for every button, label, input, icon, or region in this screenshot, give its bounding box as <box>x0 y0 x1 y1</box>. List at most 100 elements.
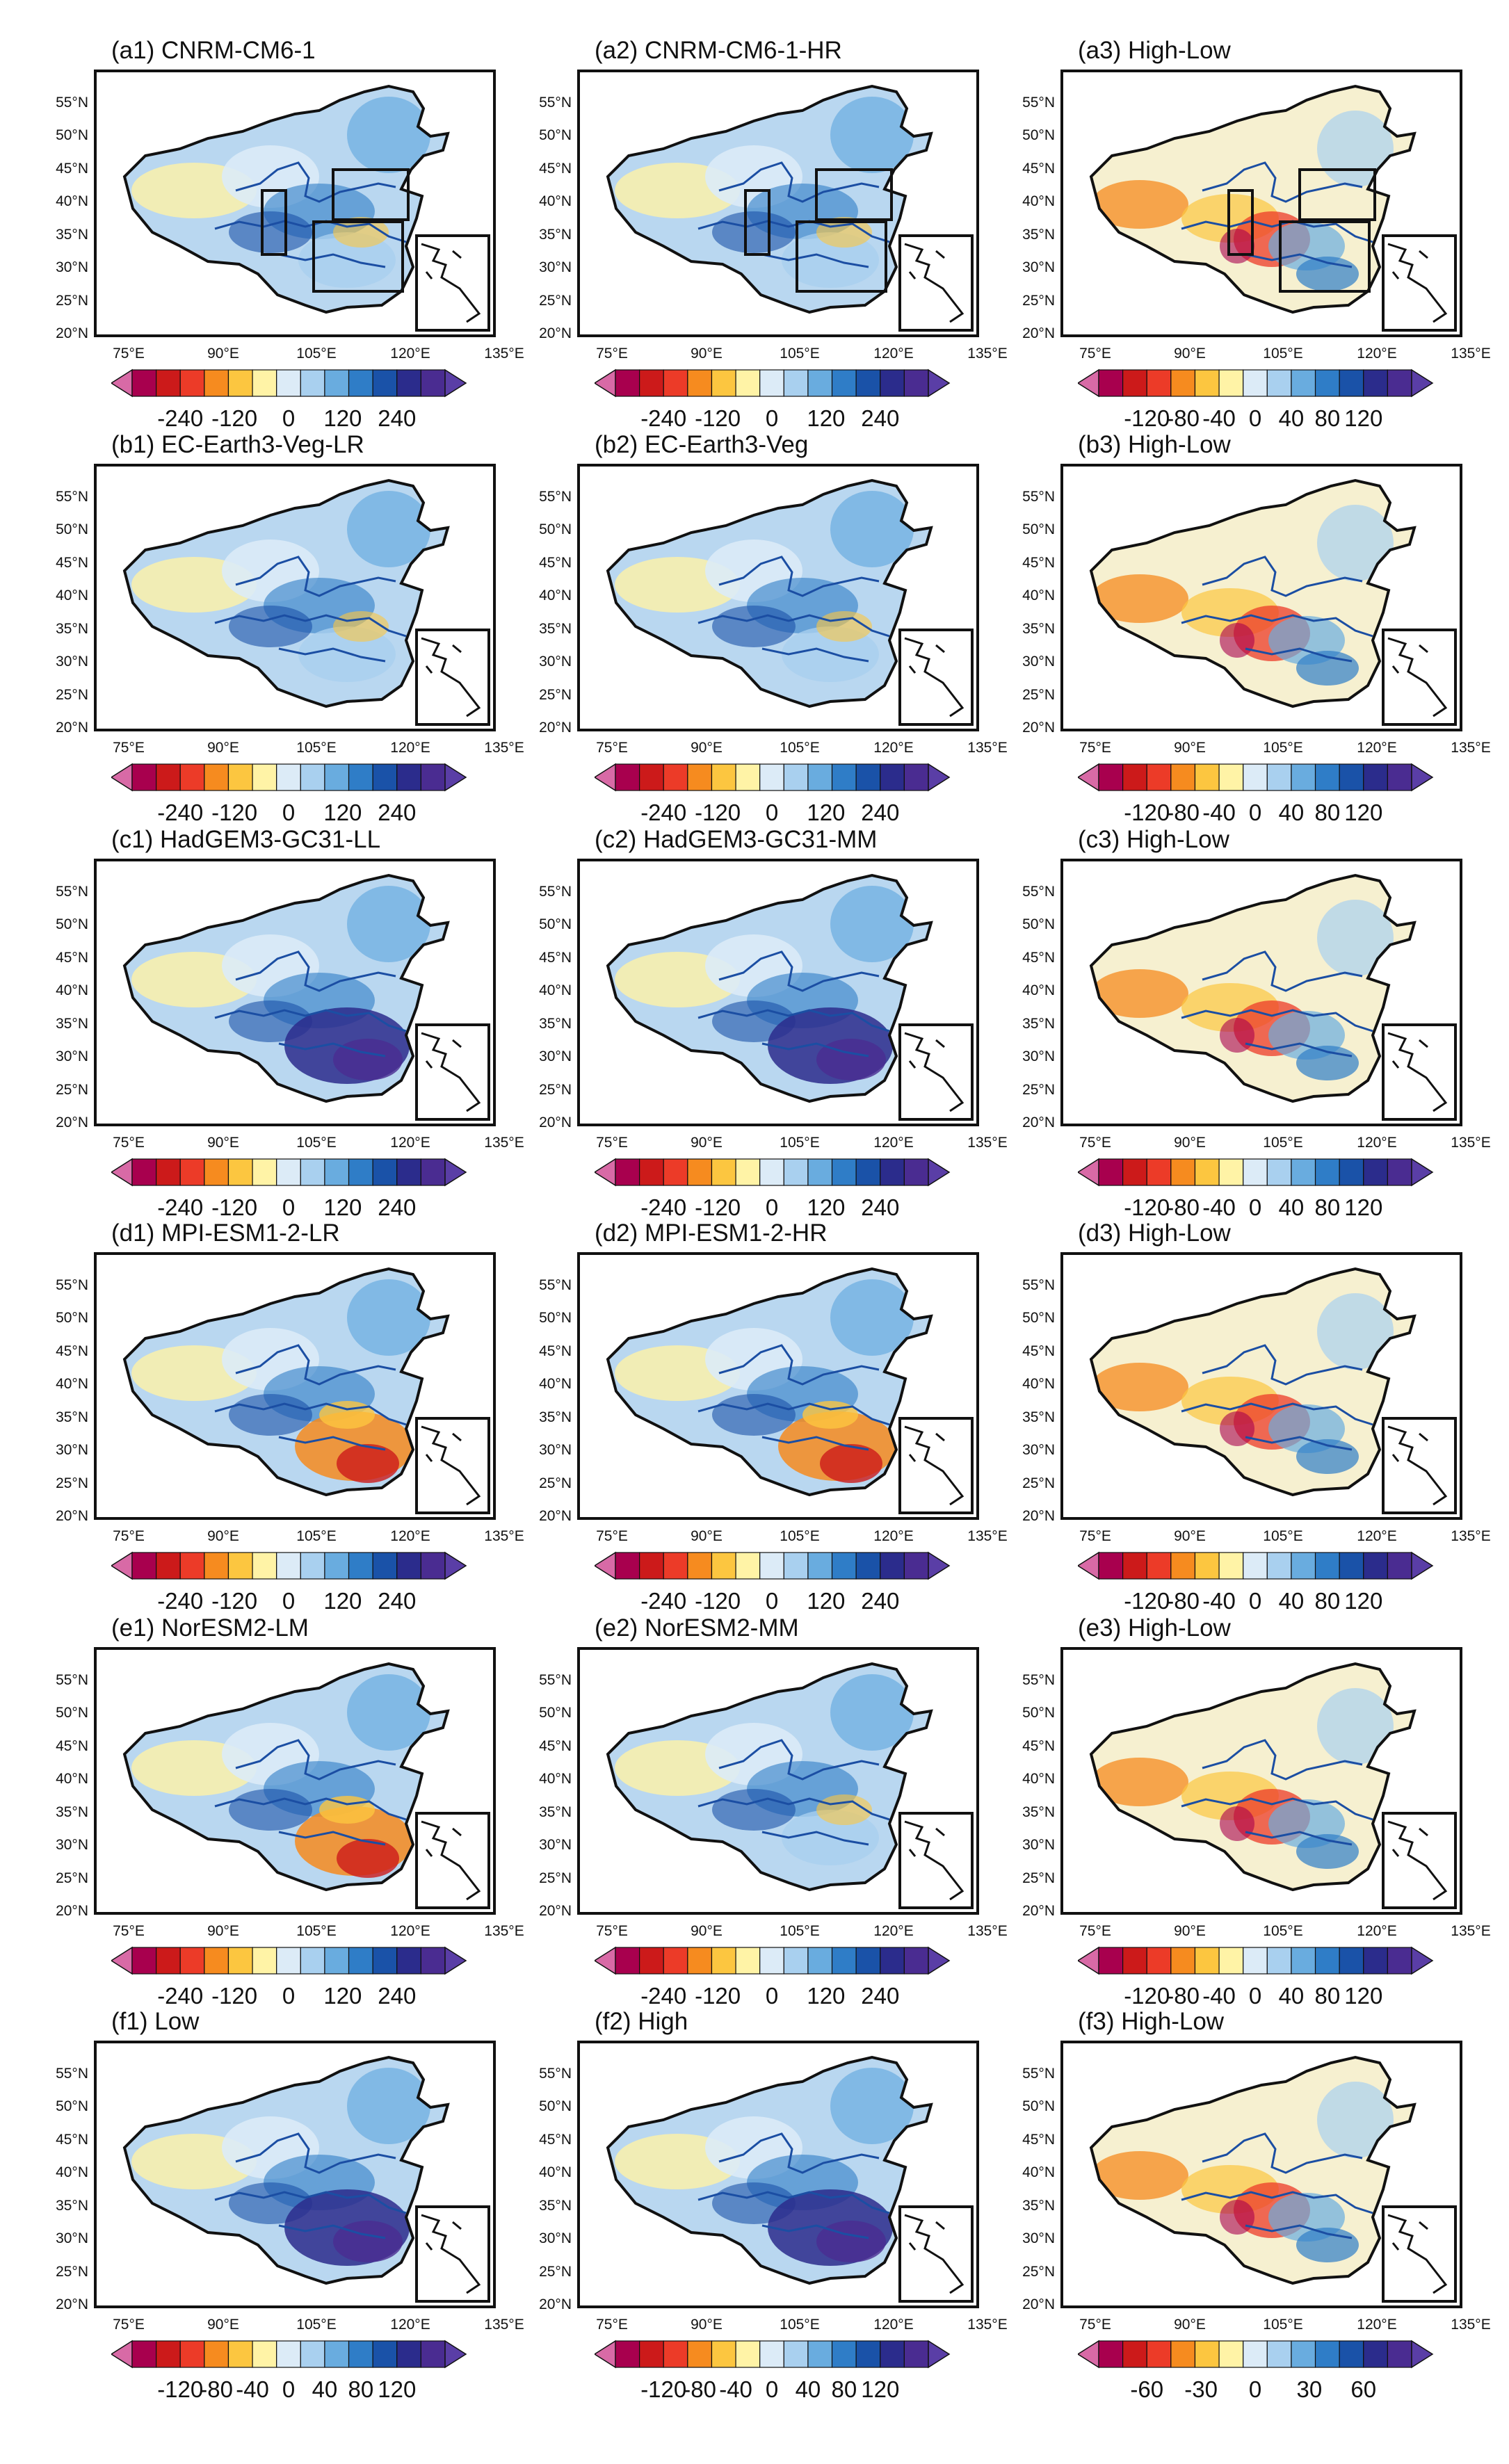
precip-anomaly-patch <box>347 1279 430 1356</box>
precip-anomaly-patch <box>1317 1293 1394 1370</box>
south-china-sea-inset <box>1382 1023 1457 1121</box>
map-frame <box>94 859 496 1126</box>
inset-coastline <box>1387 243 1448 323</box>
map-frame <box>1060 1252 1462 1520</box>
colorbar-upper-arrow <box>928 1946 951 1975</box>
colorbar-segment <box>252 1552 277 1580</box>
colorbar-tick-label: -120 <box>695 1983 741 2009</box>
inset-coastline <box>1387 2214 1448 2294</box>
latitude-tick-label: 55°N <box>1022 884 1055 900</box>
colorbar-tick-label: 240 <box>378 1588 417 1614</box>
latitude-tick-label: 35°N <box>56 621 88 637</box>
precip-anomaly-patch <box>712 606 796 647</box>
colorbar-segment <box>1098 1947 1124 1975</box>
colorbar-segment <box>372 1158 398 1186</box>
inset-coastline <box>421 1425 481 1506</box>
china-boundary <box>122 478 450 708</box>
colorbar-segment <box>324 1158 350 1186</box>
colorbar-segment <box>639 1158 664 1186</box>
latitude-tick-label: 45°N <box>1022 161 1055 177</box>
colorbar <box>1076 2340 1460 2372</box>
latitude-tick-label: 25°N <box>56 1475 88 1491</box>
colorbar <box>593 763 977 795</box>
colorbar <box>110 2340 494 2372</box>
latitude-tick-label: 35°N <box>1022 621 1055 637</box>
yellow-river-line <box>235 1739 396 1781</box>
map-panel: (f2) High 55°N 50°N 45°N 40°N 35°N 30°N 25°N 20°… <box>508 2002 1008 2402</box>
south-china-sea-inset <box>415 234 490 332</box>
latitude-tick-label: 35°N <box>539 2198 572 2214</box>
colorbar-lower-arrow <box>110 1946 133 1975</box>
colorbar-segment <box>300 1947 325 1975</box>
colorbar <box>1076 1946 1460 1979</box>
colorbar-tick-label: 120 <box>323 800 362 825</box>
longitude-tick-label: 75°E <box>596 1135 628 1151</box>
precip-anomaly-patch <box>816 611 872 642</box>
precip-anomaly-patch <box>820 1444 882 1483</box>
latitude-tick-label: 45°N <box>1022 1738 1055 1754</box>
pearl-river-line <box>1245 1831 1353 1846</box>
latitude-tick-label: 25°N <box>539 1870 572 1886</box>
colorbar-segment <box>687 1947 713 1975</box>
latitude-tick-label: 45°N <box>1022 950 1055 966</box>
colorbar-segment <box>324 369 350 397</box>
colorbar-segment <box>131 1158 157 1186</box>
colorbar-segment <box>855 1947 881 1975</box>
colorbar-segment <box>372 369 398 397</box>
colorbar-segment <box>1146 1158 1172 1186</box>
colorbar-segment <box>372 1947 398 1975</box>
colorbar-tick-label: -80 <box>1166 1588 1200 1614</box>
panel-title: (b1) EC-Earth3-Veg-LR <box>111 431 364 458</box>
inset-coastline <box>1387 637 1448 718</box>
colorbar-tick-label: -120 <box>211 405 258 431</box>
latitude-tick-label: 35°N <box>56 227 88 243</box>
south-china-sea-inset <box>898 629 974 726</box>
colorbar-tick-label: 240 <box>861 1194 900 1220</box>
china-map <box>1089 873 1417 1103</box>
colorbar-segment <box>204 763 229 791</box>
colorbar-segment <box>324 2340 350 2368</box>
colorbar-tick-label: 0 <box>1248 405 1262 431</box>
panel-title: (d2) MPI-ESM1-2-HR <box>595 1219 828 1247</box>
colorbar-segment <box>807 2340 833 2368</box>
colorbar-upper-arrow <box>444 1946 467 1975</box>
colorbar-segment <box>300 1158 325 1186</box>
colorbar-segment <box>1314 1158 1340 1186</box>
latitude-tick-label: 55°N <box>1022 95 1055 111</box>
colorbar-segment <box>903 2340 929 2368</box>
longitude-tick-label: 90°E <box>1174 1528 1206 1544</box>
latitude-tick-label: 25°N <box>56 293 88 309</box>
colorbar-lower-arrow <box>1076 763 1099 792</box>
latitude-tick-label: 25°N <box>1022 1082 1055 1098</box>
precip-anomaly-patch <box>816 217 872 248</box>
yangtze-river-line <box>1181 1009 1373 1032</box>
longitude-tick-label: 135°E <box>484 1135 524 1151</box>
colorbar-tick-label: 80 <box>831 2376 857 2402</box>
colorbar <box>110 1551 494 1584</box>
longitude-tick-label: 120°E <box>873 1923 914 1939</box>
yellow-river-line <box>718 1344 880 1386</box>
latitude-tick-label: 25°N <box>539 1475 572 1491</box>
colorbar-segment <box>204 1158 229 1186</box>
latitude-tick-label: 45°N <box>539 1738 572 1754</box>
latitude-tick-label: 25°N <box>56 687 88 703</box>
colorbar-segment <box>735 1552 761 1580</box>
colorbar-segment <box>1170 763 1196 791</box>
south-china-sea-inset <box>415 1417 490 1514</box>
longitude-tick-label: 135°E <box>967 2317 1008 2333</box>
precip-anomaly-patch <box>229 211 312 253</box>
precip-anomaly-patch <box>347 2068 430 2144</box>
latitude-tick-label: 35°N <box>539 227 572 243</box>
latitude-tick-label: 55°N <box>1022 1277 1055 1293</box>
colorbar-segment <box>615 763 640 791</box>
colorbar-tick-label: -240 <box>640 1588 687 1614</box>
colorbar-segment <box>1339 1158 1364 1186</box>
colorbar-tick-label: 240 <box>861 405 900 431</box>
colorbar-segment <box>131 1552 157 1580</box>
colorbar-segment <box>1122 763 1147 791</box>
longitude-tick-label: 90°E <box>1174 740 1206 756</box>
colorbar-segment <box>276 763 301 791</box>
latitude-tick-label: 40°N <box>56 1376 88 1392</box>
colorbar-segment <box>1339 1947 1364 1975</box>
precip-anomaly-patch <box>1091 2151 1188 2200</box>
